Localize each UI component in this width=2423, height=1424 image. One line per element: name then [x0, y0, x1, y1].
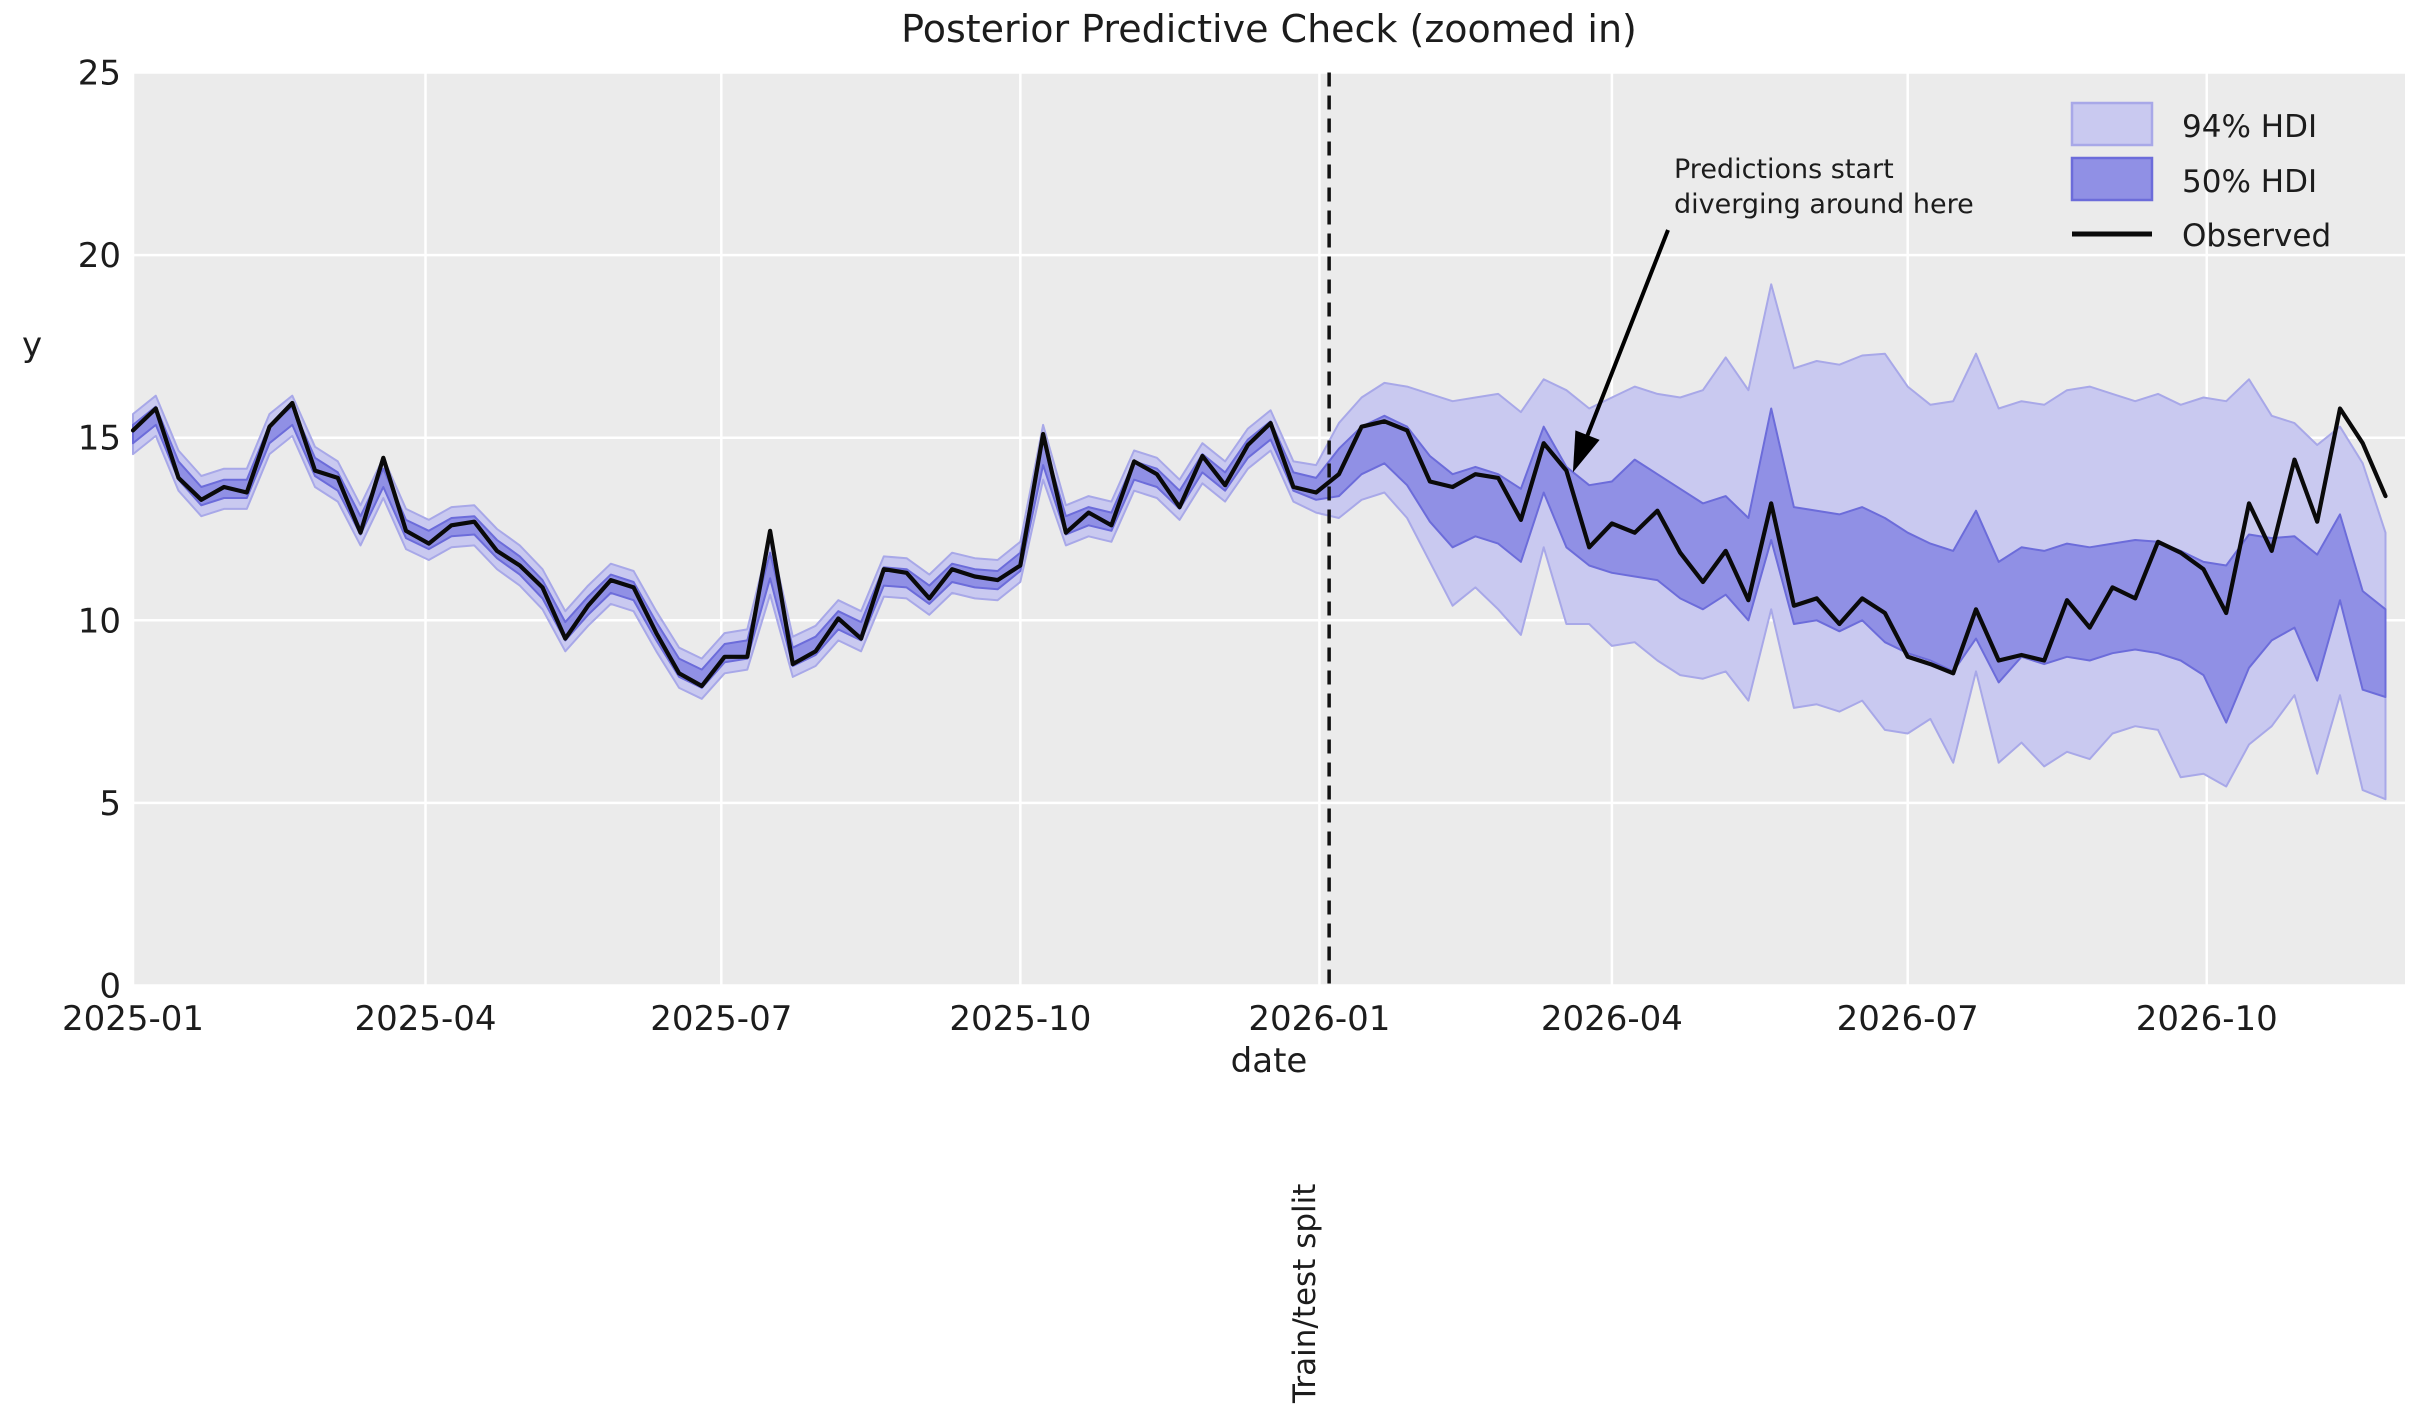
legend-swatch-94hdi — [2070, 101, 2154, 147]
annotation: Predictions start diverging around here — [1572, 154, 1974, 473]
y-tick-labels: 0 5 10 15 20 25 — [78, 54, 121, 1007]
y-tick: 10 — [78, 601, 121, 641]
y-tick: 20 — [78, 236, 121, 276]
annotation-arrow — [1583, 229, 1670, 442]
y-tick: 25 — [78, 54, 121, 94]
x-tick: 2025-04 — [355, 999, 497, 1039]
train-test-split-label: Train/test split — [1287, 1184, 1323, 1404]
x-axis-label: date — [1231, 1041, 1308, 1081]
annotation-arrowhead-icon — [1572, 430, 1600, 473]
y-axis-label: y — [22, 325, 42, 365]
x-tick: 2026-07 — [1837, 999, 1979, 1039]
legend-swatch-50hdi — [2070, 156, 2154, 202]
observed-line — [130, 400, 2388, 689]
gridlines — [131, 71, 2405, 987]
x-tick: 2025-10 — [949, 999, 1091, 1039]
chart-title: Posterior Predictive Check (zoomed in) — [901, 7, 1637, 51]
x-tick-labels: 2025-01 2025-04 2025-07 2025-10 2026-01 … — [62, 999, 2278, 1039]
legend-label-observed: Observed — [2182, 218, 2331, 254]
legend-label-94hdi: 94% HDI — [2182, 109, 2317, 145]
y-tick: 5 — [99, 784, 121, 824]
legend-label-50hdi: 50% HDI — [2182, 164, 2317, 200]
series-layer — [130, 283, 2388, 801]
annotation-text: Predictions start diverging around here — [1674, 154, 1974, 220]
x-tick: 2026-10 — [2136, 999, 2278, 1039]
x-tick: 2025-01 — [62, 999, 204, 1039]
y-tick: 0 — [99, 967, 121, 1007]
y-tick: 15 — [78, 419, 121, 459]
x-tick: 2026-01 — [1248, 999, 1390, 1039]
legend: 94% HDI 50% HDI Observed — [2070, 101, 2331, 254]
x-tick: 2026-04 — [1541, 999, 1683, 1039]
x-tick: 2025-07 — [650, 999, 792, 1039]
